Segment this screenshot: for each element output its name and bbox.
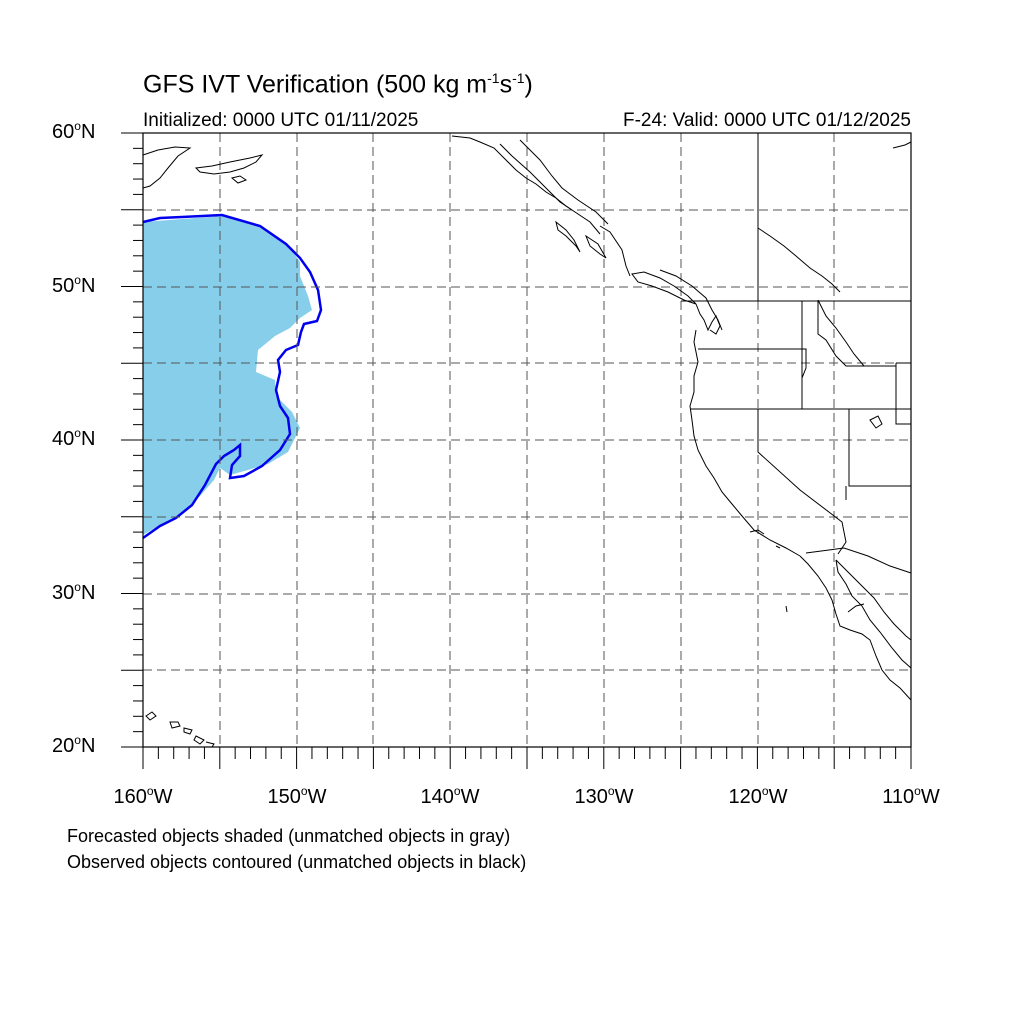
lon-label-150w: 150oW: [267, 784, 327, 808]
plot-title: GFS IVT Verification (500 kg m-1s-1): [143, 70, 533, 99]
lon-label-140w: 140oW: [420, 784, 480, 808]
lon-label-120w: 120oW: [728, 784, 788, 808]
graticule: [143, 133, 911, 747]
lat-label-50n: 50oN: [52, 273, 96, 297]
footnote-observed: Observed objects contoured (unmatched ob…: [67, 852, 527, 872]
forecast-ivt-object: [143, 216, 312, 535]
lon-label-110w: 110oW: [882, 784, 940, 808]
init-time-label: Initialized: 0000 UTC 01/11/2025: [143, 110, 419, 131]
lat-label-30n: 30oN: [52, 580, 96, 604]
lat-label-20n: 20oN: [52, 733, 96, 757]
lon-label-160w: 160oW: [113, 784, 173, 808]
lat-label-60n: 60oN: [52, 119, 96, 143]
axis-ticks: [121, 132, 912, 769]
lat-label-40n: 40oN: [52, 426, 96, 450]
observed-ivt-contour: [142, 213, 323, 540]
lon-label-130w: 130oW: [574, 784, 634, 808]
footnote-forecast: Forecasted objects shaded (unmatched obj…: [67, 826, 511, 846]
valid-time-label: F-24: Valid: 0000 UTC 01/12/2025: [623, 110, 911, 131]
coastlines: [142, 133, 912, 748]
